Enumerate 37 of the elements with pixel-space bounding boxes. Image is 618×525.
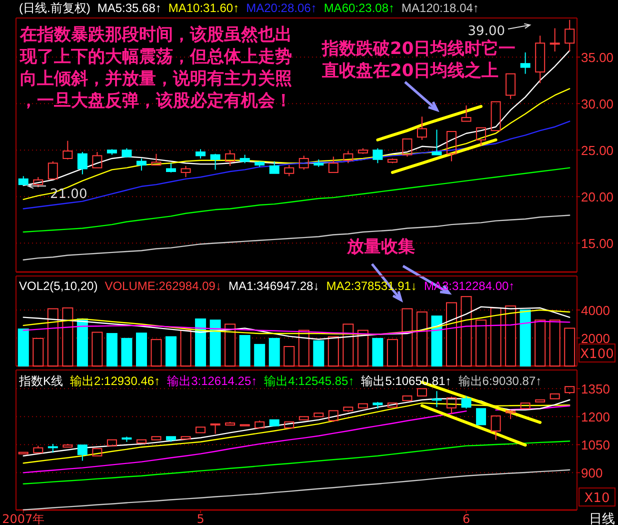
annotation: 放量收集 [346, 237, 415, 257]
text: MA120:18.04↑ [402, 1, 479, 15]
y-tick-label: 1200 [581, 410, 610, 425]
annotation: 在指数暴跌那段时间，该股虽然也出现了上下的大幅震荡，但总体上走势向上倾斜，并放量，说明有主力关照，一旦大盘反弹，该股必定有机会！ [19, 25, 292, 111]
y-tick-label: 900 [581, 466, 603, 481]
x-tick-label: 2007年 [2, 512, 45, 525]
text: MA20:28.06↑ [246, 1, 317, 15]
y-tick-label: 4000 [581, 303, 610, 318]
text: MA1:346947.28↓ [228, 279, 320, 293]
text: VOLUME:262984.09↓ [104, 279, 222, 293]
y-tick-label: 15.00 [581, 236, 614, 252]
y-tick-label: 2000 [581, 331, 610, 346]
annotation: 21.00 [50, 187, 88, 202]
text: 日线 [589, 512, 615, 525]
text: 输出3:12614.25↑ [167, 374, 258, 388]
text: 输出4:12545.85↑ [264, 374, 354, 388]
y-tick-label: 1050 [581, 438, 610, 453]
text: X100 [580, 347, 614, 362]
series-label: 输出5:10650.81↑ [361, 374, 452, 388]
y-tick-label: 25.00 [581, 143, 614, 158]
text: MA10:31.60↑ [168, 1, 240, 15]
y-tick-label: 1350 [581, 382, 610, 397]
annotation: 指数跌破20日均线时它一直收盘在20日均线之上 [321, 39, 516, 81]
text: MA60:23.08↑ [324, 1, 395, 15]
chart-title: VOL2(5,10,20) [19, 279, 98, 293]
chart-title: (日线.前复权) [19, 1, 90, 15]
text: 输出2:12930.46↑ [70, 374, 160, 388]
x-tick-label: 5 [196, 512, 204, 525]
x-tick-label: 6 [462, 512, 470, 525]
annotation: 39.00 [468, 24, 505, 39]
y-tick-label: 35.00 [581, 50, 614, 66]
y-tick-label: 30.00 [581, 96, 614, 112]
text: MA5:35.68↑ [97, 1, 162, 15]
text: 输出6:9030.87↑ [458, 374, 542, 388]
chart-title: 指数K线 [18, 374, 64, 388]
y-tick-label: 20.00 [581, 190, 614, 205]
text: X10 [584, 491, 610, 506]
